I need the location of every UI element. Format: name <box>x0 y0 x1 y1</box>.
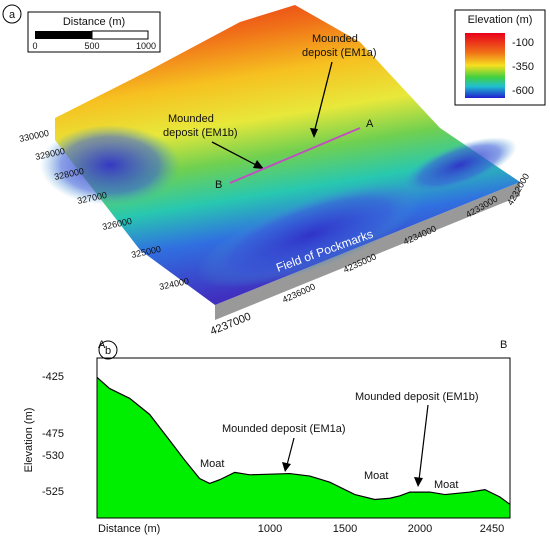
terrain-low <box>403 137 517 193</box>
terrain-low <box>40 125 180 205</box>
panel-label-circle <box>2 4 22 24</box>
x-axis-label: Distance (m) <box>98 523 160 535</box>
legend-title: Elevation (m) <box>468 14 533 26</box>
scale-tick: 1000 <box>136 41 156 51</box>
scale-bar-title: Distance (m) <box>63 16 125 28</box>
arrow-head <box>310 128 318 138</box>
panel-label: a <box>9 9 16 21</box>
northing: 330000 <box>18 128 49 144</box>
annotation: deposit (EM1b) <box>163 127 238 139</box>
legend-tick: -100 <box>512 37 534 49</box>
profile-line <box>96 376 511 505</box>
plot-frame <box>96 357 511 519</box>
y-tick-label: -425 <box>42 371 64 383</box>
arrow-head <box>282 462 291 472</box>
y-tick-label: -530 <box>42 450 64 462</box>
profile-end: B <box>215 179 222 191</box>
arrow <box>286 437 295 466</box>
annotation: Mounded <box>168 113 214 125</box>
moat-label: Moat <box>434 479 458 491</box>
profile-end: A <box>366 118 374 130</box>
northing: 324000 <box>158 276 189 292</box>
terrain <box>40 5 520 320</box>
panel-label: b <box>105 345 111 357</box>
legend-tick: -350 <box>512 61 534 73</box>
moat-label: Moat <box>200 458 224 470</box>
terrain-surface <box>55 5 520 305</box>
x-tick-label: 1000 <box>258 523 282 535</box>
profile-end: B <box>500 339 507 351</box>
x-tick-label: 2000 <box>408 523 432 535</box>
profile-end: A <box>98 339 106 351</box>
legend-ramp <box>465 33 505 98</box>
y-tick-label: -475 <box>42 428 64 440</box>
annotation: Mounded <box>312 33 358 45</box>
profile-plot <box>96 376 511 518</box>
scale-tick: 0 <box>32 41 37 51</box>
arrow-head <box>414 477 423 487</box>
x-tick-label: 1500 <box>333 523 357 535</box>
terrain-skirt <box>215 182 520 320</box>
moat-label: Moat <box>364 470 388 482</box>
arrow-head <box>253 160 264 169</box>
panel-label-circle <box>98 340 118 360</box>
annotation: deposit (EM1a) <box>302 47 377 59</box>
arrow <box>313 61 333 134</box>
scale-tick: 500 <box>84 41 99 51</box>
terrain-low <box>196 182 424 288</box>
arrow <box>418 404 429 481</box>
scale-bar-white <box>91 30 149 40</box>
annotation: Mounded deposit (EM1b) <box>355 391 479 403</box>
y-axis-label: Elevation (m) <box>23 408 35 473</box>
y-tick-label: -525 <box>42 486 64 498</box>
profile-area <box>97 377 510 518</box>
scale-bar-black <box>35 31 92 39</box>
legend-tick: -600 <box>512 85 534 97</box>
annotation: Mounded deposit (EM1a) <box>222 423 346 435</box>
profile-line <box>229 127 361 184</box>
arrow <box>211 141 259 167</box>
x-tick-label: 2450 <box>480 523 504 535</box>
